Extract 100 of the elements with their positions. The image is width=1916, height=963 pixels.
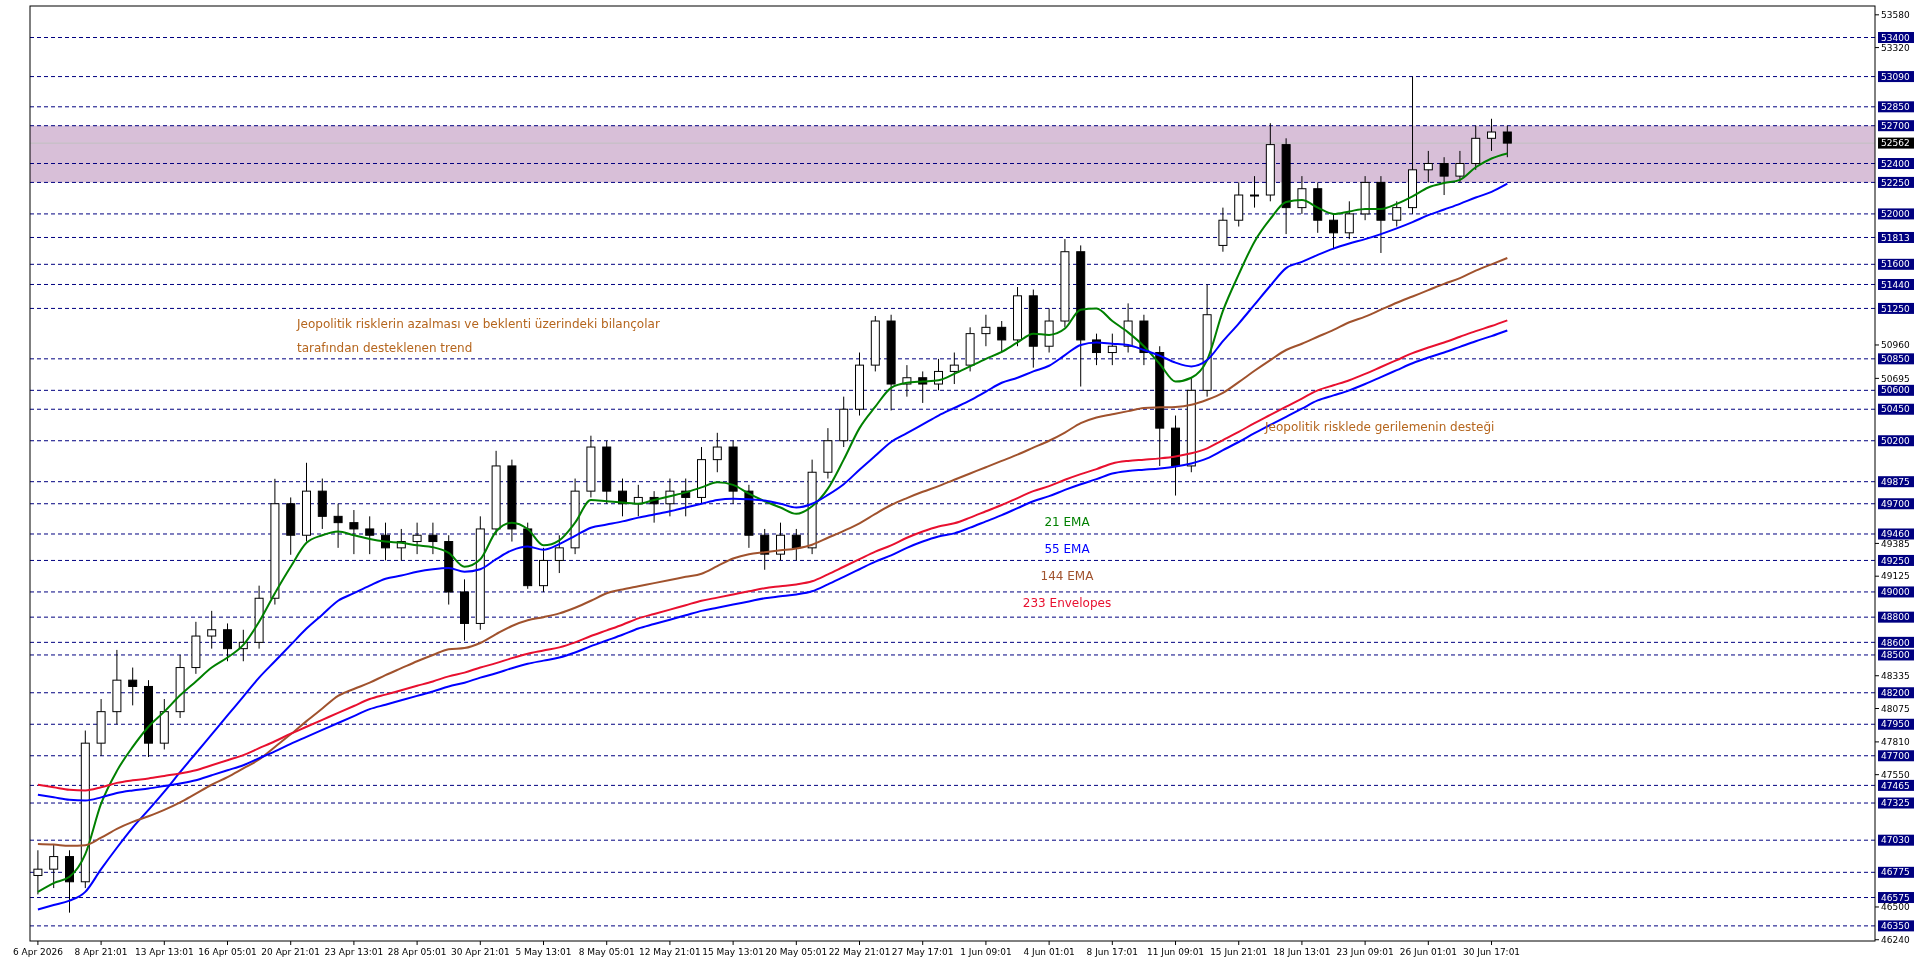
x-tick-label: 1 Jun 09:01 [960, 947, 1012, 957]
ref-line-label: 48500 [1881, 650, 1910, 661]
candlestick [428, 522, 438, 555]
ref-line-label: 53400 [1881, 32, 1910, 43]
x-tick-label: 30 Jun 17:01 [1462, 947, 1521, 957]
ref-line-label: 52250 [1881, 177, 1910, 188]
ref-line-label: 46775 [1881, 867, 1910, 878]
x-tick-label: 28 Apr 05:01 [387, 947, 447, 957]
text: 21 EMA [1044, 515, 1091, 529]
ref-line-label: 53090 [1881, 71, 1910, 82]
y-tick-label: 50960 [1881, 340, 1910, 351]
x-tick-label: 8 Apr 21:01 [74, 947, 128, 957]
ref-line-label: 47700 [1881, 750, 1910, 761]
candlestick [554, 534, 564, 574]
ref-line-label: 50600 [1881, 385, 1910, 396]
candlestick [760, 528, 770, 571]
x-tick-label: 6 Apr 2026 [12, 947, 64, 957]
x-tick-label: 30 Apr 21:01 [450, 947, 510, 957]
candlestick [1297, 175, 1307, 215]
ref-line-label: 49000 [1881, 587, 1910, 598]
x-tick-label: 23 Apr 13:01 [324, 947, 384, 957]
ref-line-label: 52000 [1881, 209, 1910, 220]
x-tick-label: 5 May 13:01 [515, 947, 572, 957]
candlestick [223, 622, 232, 662]
y-tick-label: 48075 [1881, 703, 1910, 714]
x-tick-label: 18 Jun 13:01 [1273, 947, 1331, 957]
ref-line-label: 49875 [1881, 476, 1910, 487]
y-tick-label: 47810 [1881, 737, 1910, 748]
candlestick [949, 352, 959, 385]
candlestick [49, 843, 59, 889]
y-tick-label: 50695 [1881, 373, 1910, 384]
x-tick-label: 12 May 21:01 [639, 947, 701, 957]
x-tick-label: 8 May 05:01 [578, 947, 635, 957]
annotation: Jeopolitik risklede gerilemenin desteği [1264, 420, 1495, 434]
candlestick [365, 515, 375, 555]
ref-line-label: 47465 [1881, 780, 1910, 791]
ref-line-label: 52700 [1881, 120, 1910, 131]
x-tick-label: 27 May 17:01 [891, 947, 954, 957]
candlestick [791, 528, 801, 561]
candlestick [1344, 200, 1354, 240]
text: 233 Envelopes [1022, 596, 1112, 610]
candlestick [981, 314, 991, 347]
ref-line-label: 49460 [1881, 529, 1910, 540]
x-tick-label: 26 Jun 01:01 [1399, 947, 1457, 957]
ref-line-label: 48800 [1881, 612, 1910, 623]
x-tick-label: 22 May 21:01 [828, 947, 891, 957]
line-series [36, 257, 1509, 847]
candlestick [1392, 200, 1402, 228]
ref-line-label: 47950 [1881, 719, 1910, 730]
x-tick-label: 4 Jun 01:01 [1023, 947, 1075, 957]
ref-line-label: 49250 [1881, 555, 1910, 566]
x-tick-label: 20 May 05:01 [765, 947, 828, 957]
y-tick-label: 46240 [1881, 934, 1910, 945]
text: 55 EMA [1044, 542, 1091, 556]
candlestick [1439, 156, 1449, 196]
y-tick-label: 49125 [1881, 571, 1910, 582]
x-tick-label: 23 Jun 09:01 [1336, 947, 1394, 957]
ref-line-label: 52562 [1881, 138, 1910, 149]
x-tick-label: 16 Apr 05:01 [198, 947, 257, 957]
x-tick-label: 8 Jun 17:01 [1086, 947, 1139, 957]
ref-line-label: 47325 [1881, 798, 1910, 809]
y-tick-label: 53580 [1881, 9, 1910, 20]
ref-line-label: 51250 [1881, 303, 1910, 314]
ref-line-label: 51600 [1881, 259, 1910, 270]
y-tick-label: 49385 [1881, 538, 1910, 549]
y-tick-label: 53320 [1881, 42, 1910, 53]
candlestick [1502, 125, 1512, 158]
candlestick [33, 849, 43, 895]
candlestick [207, 610, 217, 650]
ref-line-label: 50450 [1881, 404, 1910, 415]
x-tick-label: 11 Jun 09:01 [1146, 947, 1205, 957]
ref-line-label: 52850 [1881, 101, 1910, 112]
candlestick [412, 522, 422, 555]
ref-line-label: 48600 [1881, 637, 1910, 648]
ref-line-label: 47030 [1881, 835, 1910, 846]
x-tick-label: 13 Apr 13:01 [134, 947, 194, 957]
ref-line-label: 52400 [1881, 158, 1910, 169]
candlestick [1487, 118, 1497, 152]
candlestick [1329, 213, 1339, 250]
candlestick [776, 522, 786, 561]
candlestick [349, 509, 359, 555]
candlestick [997, 320, 1007, 354]
candlestick [1107, 333, 1117, 366]
candlestick [128, 667, 138, 706]
ref-line-label: 48200 [1881, 687, 1910, 698]
ref-line-label: 51813 [1881, 232, 1910, 243]
x-tick-label: 20 Apr 21:01 [261, 947, 321, 957]
candlestick [1455, 150, 1465, 183]
ref-line-label: 46575 [1881, 892, 1910, 903]
y-tick-label: 46500 [1881, 902, 1910, 913]
x-tick-label: 15 Jun 21:01 [1210, 947, 1268, 957]
ref-line-label: 50850 [1881, 353, 1910, 364]
ref-line-label: 50200 [1881, 435, 1910, 446]
ref-line-label: 51440 [1881, 279, 1910, 290]
candlestick [333, 503, 343, 549]
y-tick-label: 48335 [1881, 670, 1910, 681]
x-tick-label: 15 May 13:01 [702, 947, 764, 957]
annotation: tarafından desteklenen trend [297, 341, 473, 355]
y-tick-label: 47550 [1881, 769, 1910, 780]
text: 144 EMA [1040, 569, 1095, 583]
